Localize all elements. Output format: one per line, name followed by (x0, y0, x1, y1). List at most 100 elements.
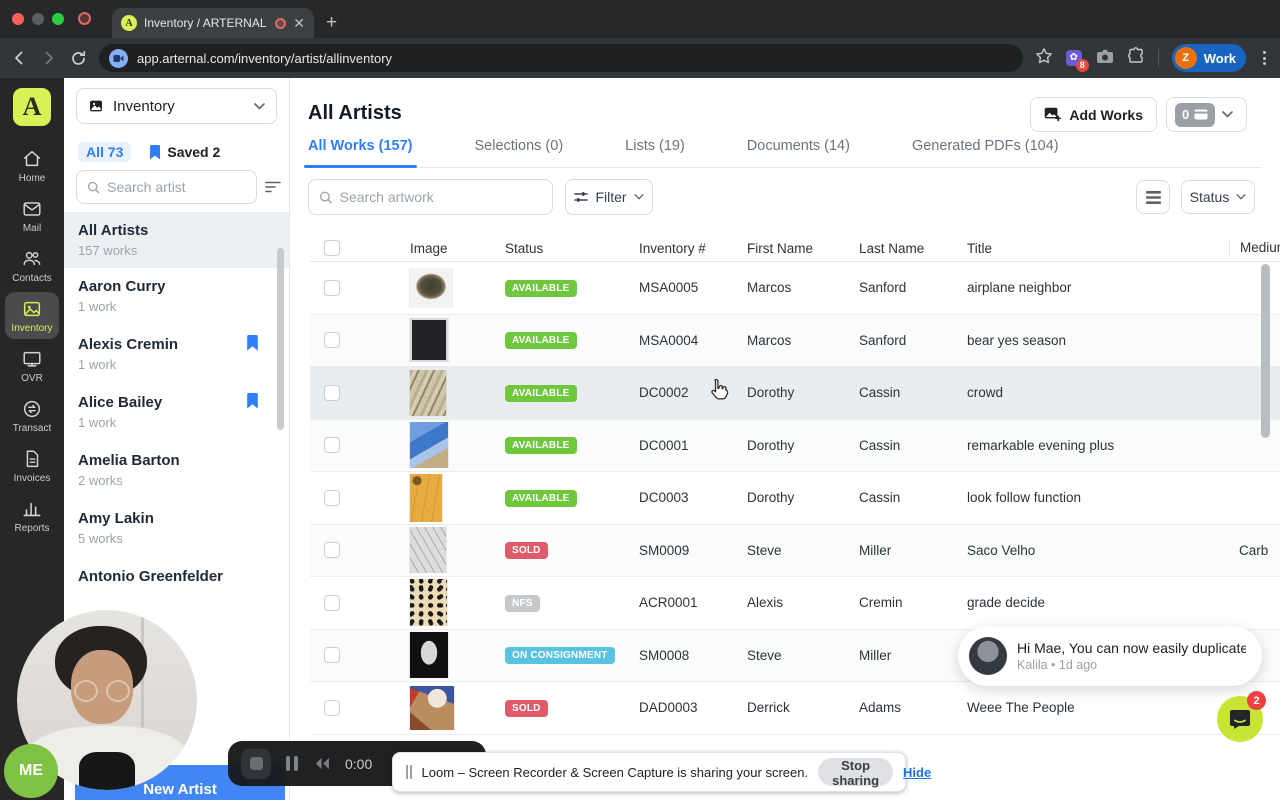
sidebar-item-transact[interactable]: Transact (5, 392, 59, 439)
table-row[interactable]: AVAILABLE DC0003 Dorothy Cassin look fol… (310, 472, 1280, 525)
artwork-thumbnail[interactable] (410, 267, 452, 308)
minimize-window-button[interactable] (32, 13, 44, 25)
row-checkbox[interactable] (324, 384, 340, 401)
column-header-first-name[interactable]: First Name (747, 240, 814, 256)
table-scrollbar[interactable] (1261, 264, 1270, 438)
url-bar[interactable]: app.arternal.com/inventory/artist/allinv… (99, 44, 1023, 72)
artwork-thumbnail[interactable] (410, 632, 448, 679)
chat-notification[interactable]: Hi Mae, You can now easily duplicate ...… (958, 626, 1262, 686)
column-header-last-name[interactable]: Last Name (859, 240, 925, 256)
filter-saved-artists[interactable]: Saved 2 (149, 144, 220, 160)
table-row[interactable]: AVAILABLE DC0002 Dorothy Cassin crowd (310, 367, 1280, 420)
list-view-button[interactable] (1136, 180, 1170, 214)
sidebar-item-invoices[interactable]: Invoices (5, 442, 59, 489)
bookmark-star-icon[interactable] (1035, 47, 1053, 70)
list-item[interactable]: Amy Lakin 5 works (64, 500, 289, 558)
chevron-down-icon (1222, 111, 1234, 118)
back-button[interactable] (10, 49, 28, 67)
forward-button[interactable] (40, 49, 58, 67)
list-item[interactable]: All Artists 157 works (64, 212, 289, 268)
stop-sharing-button[interactable]: Stop sharing (818, 758, 894, 788)
tab-generated-pdfs[interactable]: Generated PDFs (104) (911, 138, 1059, 154)
selection-cart-button[interactable]: 0 (1166, 97, 1247, 132)
stop-recording-button[interactable] (241, 748, 271, 779)
browser-tab[interactable]: A Inventory / ARTERNAL ✕ (112, 8, 314, 38)
artist-search-input[interactable] (107, 179, 246, 195)
list-item[interactable]: Alice Bailey 1 work (64, 384, 289, 442)
hide-share-bar-link[interactable]: Hide (903, 764, 932, 780)
column-header-title[interactable]: Title (967, 240, 993, 256)
tab-selections[interactable]: Selections (0) (474, 138, 564, 154)
artwork-thumbnail[interactable] (410, 579, 447, 627)
artwork-thumbnail[interactable] (410, 527, 446, 574)
restart-recording-icon[interactable] (313, 757, 330, 770)
column-header-inventory[interactable]: Inventory # (639, 240, 706, 256)
table-row[interactable]: NFS ACR0001 Alexis Cremin grade decide (310, 577, 1280, 630)
artwork-thumbnail[interactable] (410, 422, 448, 469)
table-row[interactable]: AVAILABLE MSA0005 Marcos Sanford airplan… (310, 262, 1280, 315)
artwork-title: Saco Velho (967, 542, 1036, 558)
artist-work-count: 1 work (78, 415, 117, 430)
sidebar-item-contacts[interactable]: Contacts (5, 242, 59, 289)
row-checkbox[interactable] (324, 594, 340, 611)
sidebar-item-reports[interactable]: Reports (5, 492, 59, 539)
list-item[interactable]: Amelia Barton 2 works (64, 442, 289, 500)
list-item[interactable]: Aaron Curry 1 work (64, 268, 289, 326)
sidebar-item-inventory[interactable]: Inventory (5, 292, 59, 339)
artist-name: Antonio Greenfelder (78, 568, 224, 585)
reload-button[interactable] (70, 50, 87, 67)
sidebar-item-home[interactable]: Home (5, 142, 59, 189)
artist-list-scrollbar[interactable] (277, 248, 284, 430)
new-tab-button[interactable]: + (326, 12, 338, 33)
select-all-checkbox[interactable] (324, 240, 340, 256)
row-checkbox[interactable] (324, 437, 340, 454)
status-filter-dropdown[interactable]: Status (1181, 180, 1255, 214)
pause-recording-button[interactable] (286, 756, 298, 771)
sidebar-item-mail[interactable]: Mail (5, 192, 59, 239)
artwork-search-field[interactable] (308, 179, 553, 215)
tab-capture-icon[interactable] (109, 48, 128, 68)
tab-close-icon[interactable]: ✕ (293, 15, 305, 31)
table-row[interactable]: AVAILABLE MSA0004 Marcos Sanford bear ye… (310, 314, 1280, 367)
tab-all-works[interactable]: All Works (157) (304, 138, 416, 168)
close-window-button[interactable] (12, 13, 24, 25)
table-row[interactable]: AVAILABLE DC0001 Dorothy Cassin remarkab… (310, 419, 1280, 472)
window-controls[interactable] (12, 13, 64, 25)
artwork-thumbnail[interactable] (410, 473, 442, 522)
table-row[interactable]: SOLD SM0009 Steve Miller Saco Velho Carb (310, 524, 1280, 577)
loom-extension-icon[interactable]: ✿ 8 (1065, 49, 1089, 72)
user-initials-badge[interactable]: ME (4, 744, 58, 798)
tab-documents[interactable]: Documents (14) (746, 138, 850, 154)
extensions-puzzle-icon[interactable] (1127, 46, 1145, 70)
list-item[interactable]: Alexis Cremin 1 work (64, 326, 289, 384)
artwork-thumbnail[interactable] (410, 685, 454, 730)
filter-button[interactable]: Filter (565, 179, 653, 215)
column-header-status[interactable]: Status (505, 240, 544, 256)
row-checkbox[interactable] (324, 489, 340, 506)
camera-extension-icon[interactable] (1096, 48, 1114, 69)
filter-all-artists[interactable]: All 73 (78, 142, 132, 162)
sort-icon[interactable] (265, 181, 281, 193)
workspace-selector[interactable]: Inventory (76, 88, 277, 124)
add-works-button[interactable]: Add Works (1030, 97, 1157, 132)
sidebar-item-ovr[interactable]: OVR (5, 342, 59, 389)
row-checkbox[interactable] (324, 542, 340, 559)
artist-search-field[interactable] (76, 170, 257, 204)
first-name: Dorothy (747, 437, 795, 453)
column-header-medium[interactable]: Medium (1229, 240, 1280, 256)
artwork-thumbnail[interactable] (410, 369, 446, 416)
artwork-thumbnail[interactable] (410, 318, 448, 363)
artwork-search-input[interactable] (339, 189, 542, 205)
column-header-image[interactable]: Image (410, 240, 448, 256)
row-checkbox[interactable] (324, 279, 340, 296)
row-checkbox[interactable] (324, 699, 340, 716)
list-item[interactable]: Antonio Greenfelder (64, 558, 289, 616)
drag-handle-icon[interactable] (406, 765, 412, 779)
table-row[interactable]: SOLD DAD0003 Derrick Adams Weee The Peop… (310, 682, 1280, 735)
browser-profile-chip[interactable]: Z Work (1171, 44, 1246, 72)
browser-menu-icon[interactable] (1259, 51, 1270, 65)
zoom-window-button[interactable] (52, 13, 64, 25)
row-checkbox[interactable] (324, 332, 340, 349)
row-checkbox[interactable] (324, 647, 340, 664)
tab-lists[interactable]: Lists (19) (625, 138, 685, 154)
